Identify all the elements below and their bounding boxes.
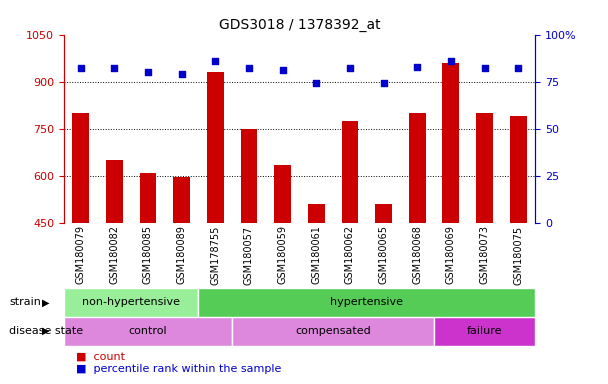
- Bar: [342, 121, 358, 223]
- Text: strain: strain: [9, 297, 41, 308]
- Point: [513, 65, 523, 71]
- Point: [412, 63, 422, 70]
- Point: [311, 80, 321, 86]
- Text: control: control: [129, 326, 167, 336]
- Bar: [64, 288, 198, 317]
- Bar: [476, 113, 493, 223]
- Bar: [72, 113, 89, 223]
- Point: [345, 65, 355, 71]
- Point: [76, 65, 86, 71]
- Point: [177, 71, 187, 77]
- Bar: [140, 172, 156, 223]
- Text: disease state: disease state: [9, 326, 83, 336]
- Text: ▶: ▶: [42, 297, 49, 308]
- Point: [480, 65, 489, 71]
- Bar: [443, 63, 459, 223]
- Text: failure: failure: [467, 326, 502, 336]
- Text: hypertensive: hypertensive: [330, 297, 403, 308]
- Text: ■  count: ■ count: [76, 351, 125, 361]
- Point: [109, 65, 119, 71]
- Bar: [375, 204, 392, 223]
- Title: GDS3018 / 1378392_at: GDS3018 / 1378392_at: [219, 18, 380, 32]
- Point: [244, 65, 254, 71]
- Point: [143, 69, 153, 75]
- Point: [446, 58, 456, 64]
- Bar: [434, 317, 535, 346]
- Point: [379, 80, 389, 86]
- Bar: [241, 129, 257, 223]
- Text: ▶: ▶: [42, 326, 49, 336]
- Text: compensated: compensated: [295, 326, 371, 336]
- Bar: [173, 177, 190, 223]
- Bar: [207, 72, 224, 223]
- Point: [278, 67, 288, 73]
- Point: [210, 58, 220, 64]
- Text: non-hypertensive: non-hypertensive: [82, 297, 180, 308]
- Bar: [64, 317, 232, 346]
- Text: ■  percentile rank within the sample: ■ percentile rank within the sample: [76, 364, 282, 374]
- Bar: [198, 288, 535, 317]
- Bar: [409, 113, 426, 223]
- Bar: [274, 165, 291, 223]
- Bar: [106, 160, 123, 223]
- Bar: [232, 317, 434, 346]
- Bar: [308, 204, 325, 223]
- Bar: [510, 116, 527, 223]
